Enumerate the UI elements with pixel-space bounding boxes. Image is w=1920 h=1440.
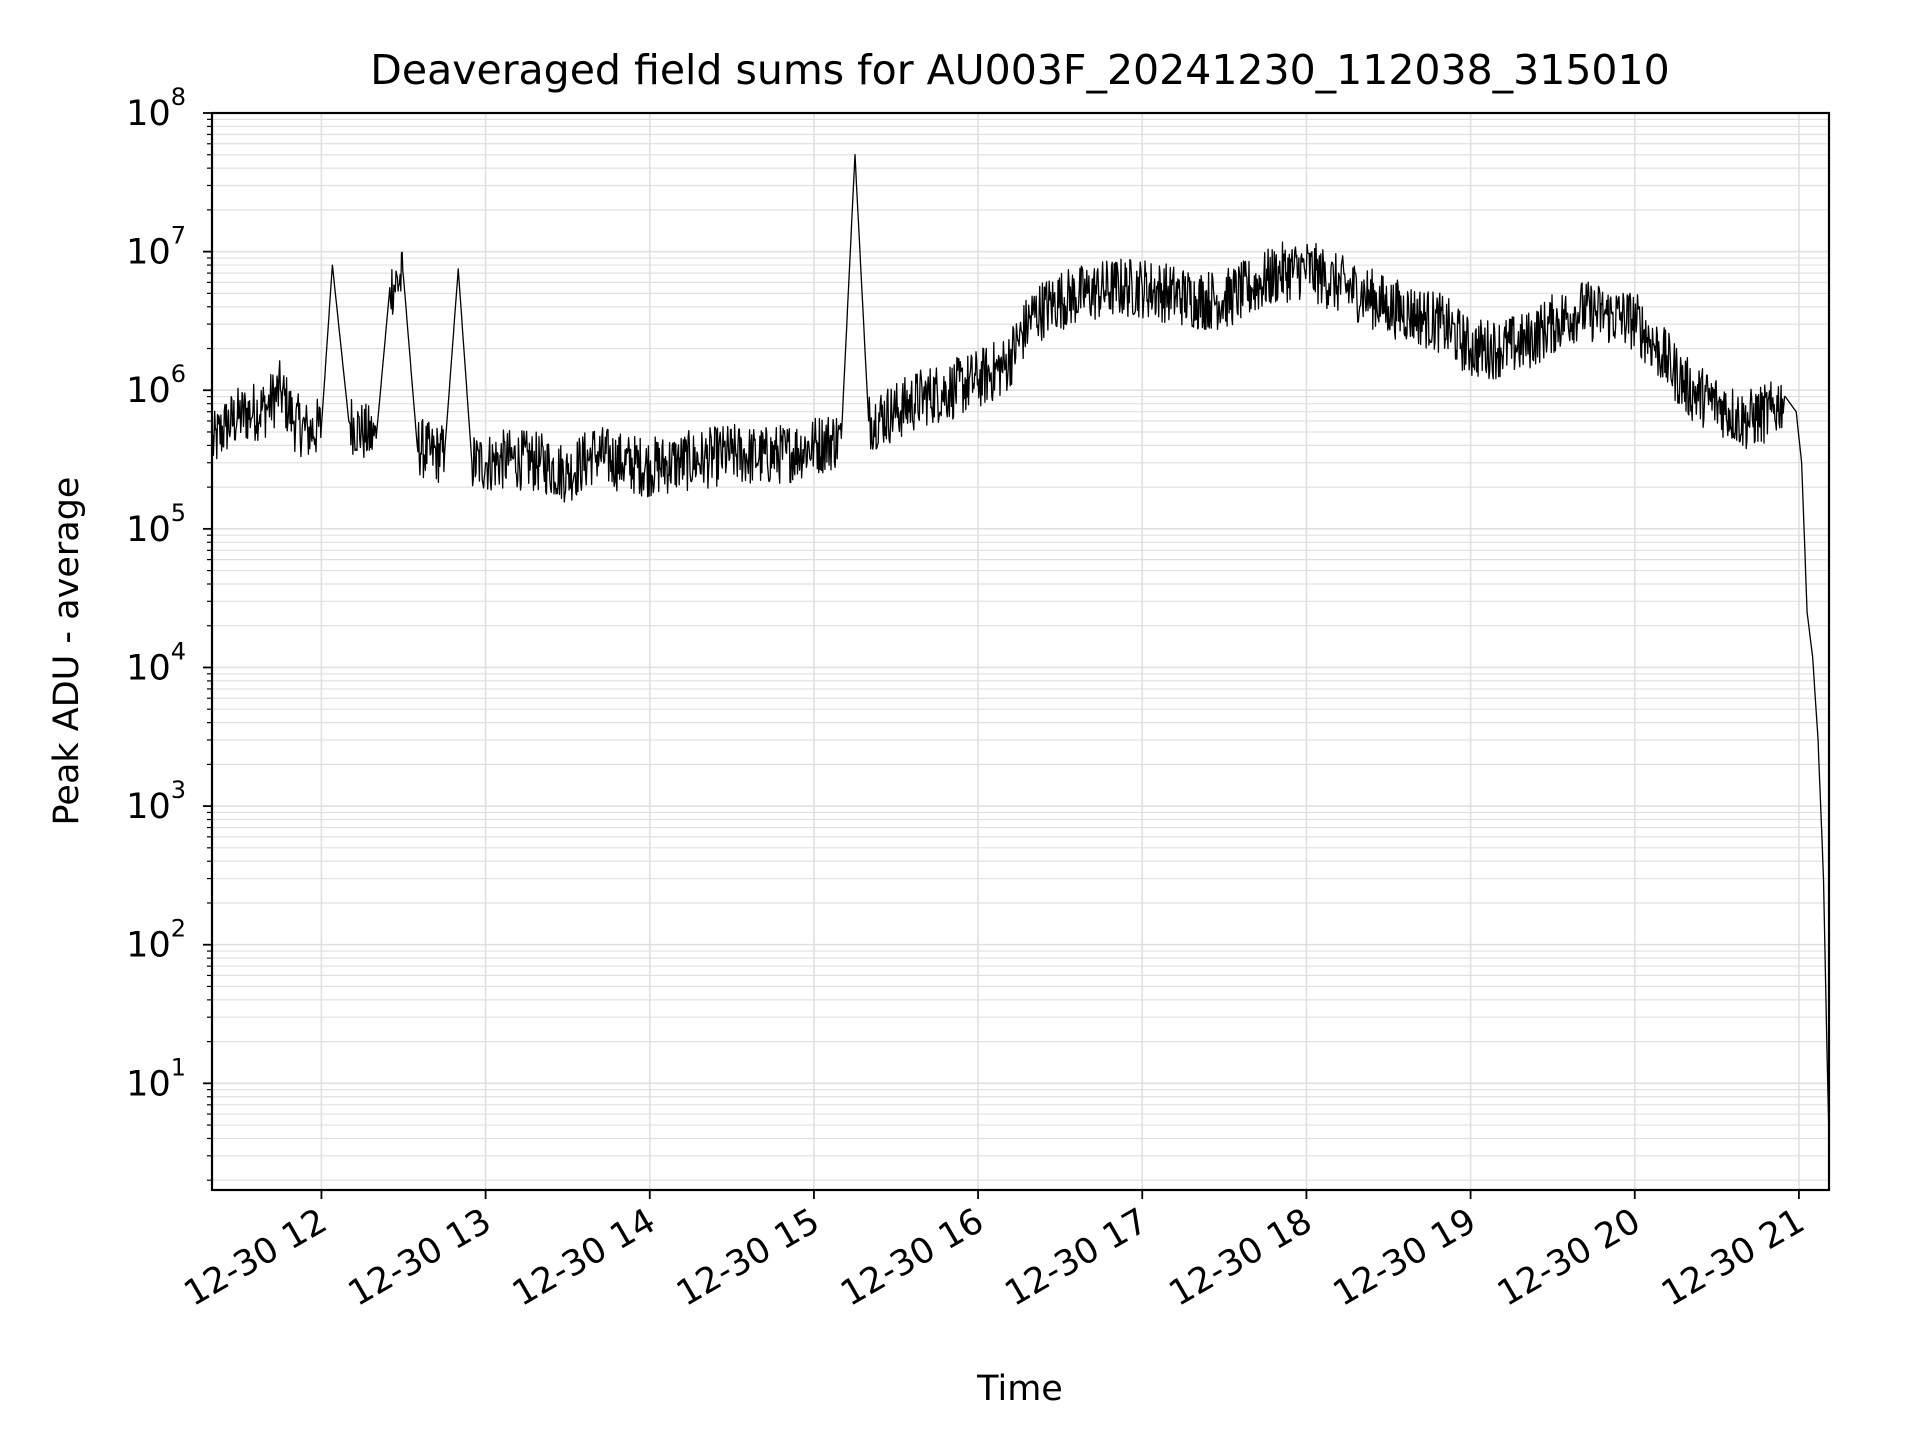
series-layer (211, 154, 1830, 1139)
y-axis-label: Peak ADU - average (47, 477, 87, 826)
chart-title: Deaveraged field sums for AU003F_2024123… (370, 46, 1669, 94)
y-tick-exponent: 7 (171, 222, 186, 250)
y-tick-exponent: 3 (171, 776, 186, 804)
series-line (211, 154, 1830, 1139)
y-tick-exponent: 1 (171, 1053, 186, 1081)
x-axis-label: Time (976, 1369, 1063, 1409)
y-tick-exponent: 6 (171, 360, 186, 388)
y-tick-exponent: 4 (171, 637, 186, 665)
plot-area-frame (210, 111, 1831, 1192)
y-tick-exponent: 8 (171, 83, 186, 111)
y-tick-exponent: 2 (171, 915, 186, 943)
y-tick-exponent: 5 (171, 499, 186, 527)
